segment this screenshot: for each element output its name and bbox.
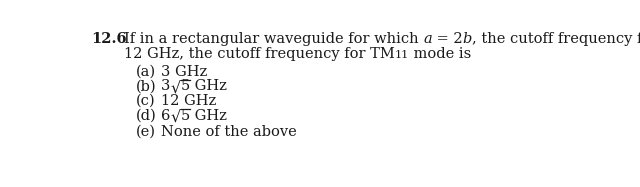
Text: 3 GHz: 3 GHz (161, 65, 207, 79)
Text: , the cutoff frequency for TE: , the cutoff frequency for TE (472, 33, 640, 46)
Text: (d): (d) (136, 109, 157, 123)
Text: 12 GHz: 12 GHz (161, 94, 216, 108)
Text: If in a rectangular waveguide for which: If in a rectangular waveguide for which (124, 33, 424, 46)
Text: 6: 6 (161, 109, 171, 123)
Text: (e): (e) (136, 125, 156, 139)
Text: 11: 11 (395, 50, 409, 60)
Text: (b): (b) (136, 79, 156, 94)
Text: 12 GHz, the cutoff frequency for TM: 12 GHz, the cutoff frequency for TM (124, 47, 395, 61)
Text: 5: 5 (181, 109, 190, 123)
Text: a: a (424, 33, 432, 46)
Text: 3: 3 (161, 79, 171, 94)
Text: = 2: = 2 (432, 33, 463, 46)
Text: GHz: GHz (190, 79, 227, 94)
Text: (a): (a) (136, 65, 156, 79)
Text: √: √ (171, 79, 181, 96)
Text: 5: 5 (181, 79, 190, 94)
Text: mode is: mode is (409, 47, 472, 61)
Text: b: b (463, 33, 472, 46)
Text: 12.6: 12.6 (91, 33, 127, 46)
Text: (c): (c) (136, 94, 156, 108)
Text: √: √ (171, 109, 181, 126)
Text: None of the above: None of the above (161, 125, 297, 139)
Text: GHz: GHz (190, 109, 227, 123)
